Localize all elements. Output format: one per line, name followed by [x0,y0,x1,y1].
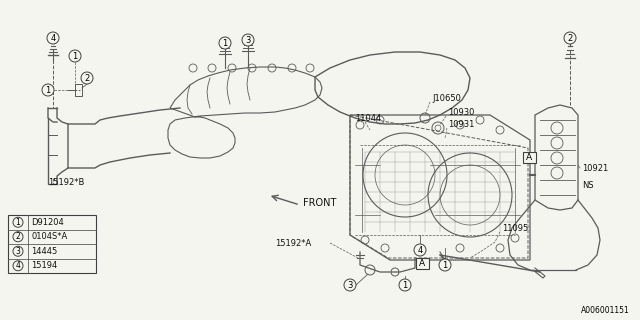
Text: 1: 1 [72,52,77,60]
Text: 1: 1 [45,85,51,94]
Text: 2: 2 [568,34,573,43]
Text: 11044: 11044 [355,114,381,123]
Circle shape [81,72,93,84]
Circle shape [13,217,23,227]
Text: 3: 3 [15,247,20,256]
Text: 1: 1 [403,281,408,290]
FancyBboxPatch shape [415,258,429,268]
Text: 0104S*A: 0104S*A [31,232,67,241]
Text: FRONT: FRONT [303,198,337,208]
Text: 15192*B: 15192*B [48,178,84,187]
Text: J10650: J10650 [432,93,461,102]
Text: 4: 4 [51,34,56,43]
Circle shape [42,84,54,96]
Text: 3: 3 [245,36,251,44]
Circle shape [344,279,356,291]
Text: 1: 1 [442,260,447,269]
Text: A006001151: A006001151 [581,306,630,315]
Text: A: A [419,259,425,268]
Circle shape [242,34,254,46]
Text: 4: 4 [417,245,422,254]
Text: 10930: 10930 [448,108,474,116]
Text: 4: 4 [15,261,20,270]
Circle shape [47,32,59,44]
Circle shape [399,279,411,291]
Text: 2: 2 [15,232,20,241]
Bar [8,215,96,273]
Text: 1: 1 [222,38,228,47]
Text: 10921: 10921 [582,164,608,172]
Circle shape [13,232,23,242]
Circle shape [414,244,426,256]
Text: 14445: 14445 [31,247,57,256]
Text: 3: 3 [348,281,353,290]
Circle shape [439,259,451,271]
Circle shape [69,50,81,62]
Text: 2: 2 [84,74,90,83]
Text: 10931: 10931 [448,119,474,129]
Text: 1: 1 [15,218,20,227]
Circle shape [13,246,23,256]
Text: 15194: 15194 [31,261,57,270]
FancyBboxPatch shape [522,151,536,163]
Text: A: A [526,153,532,162]
Text: NS: NS [582,180,594,189]
Circle shape [564,32,576,44]
Circle shape [13,261,23,271]
Text: 11095: 11095 [502,223,528,233]
Circle shape [219,37,231,49]
Text: D91204: D91204 [31,218,64,227]
Text: 15192*A: 15192*A [275,238,311,247]
